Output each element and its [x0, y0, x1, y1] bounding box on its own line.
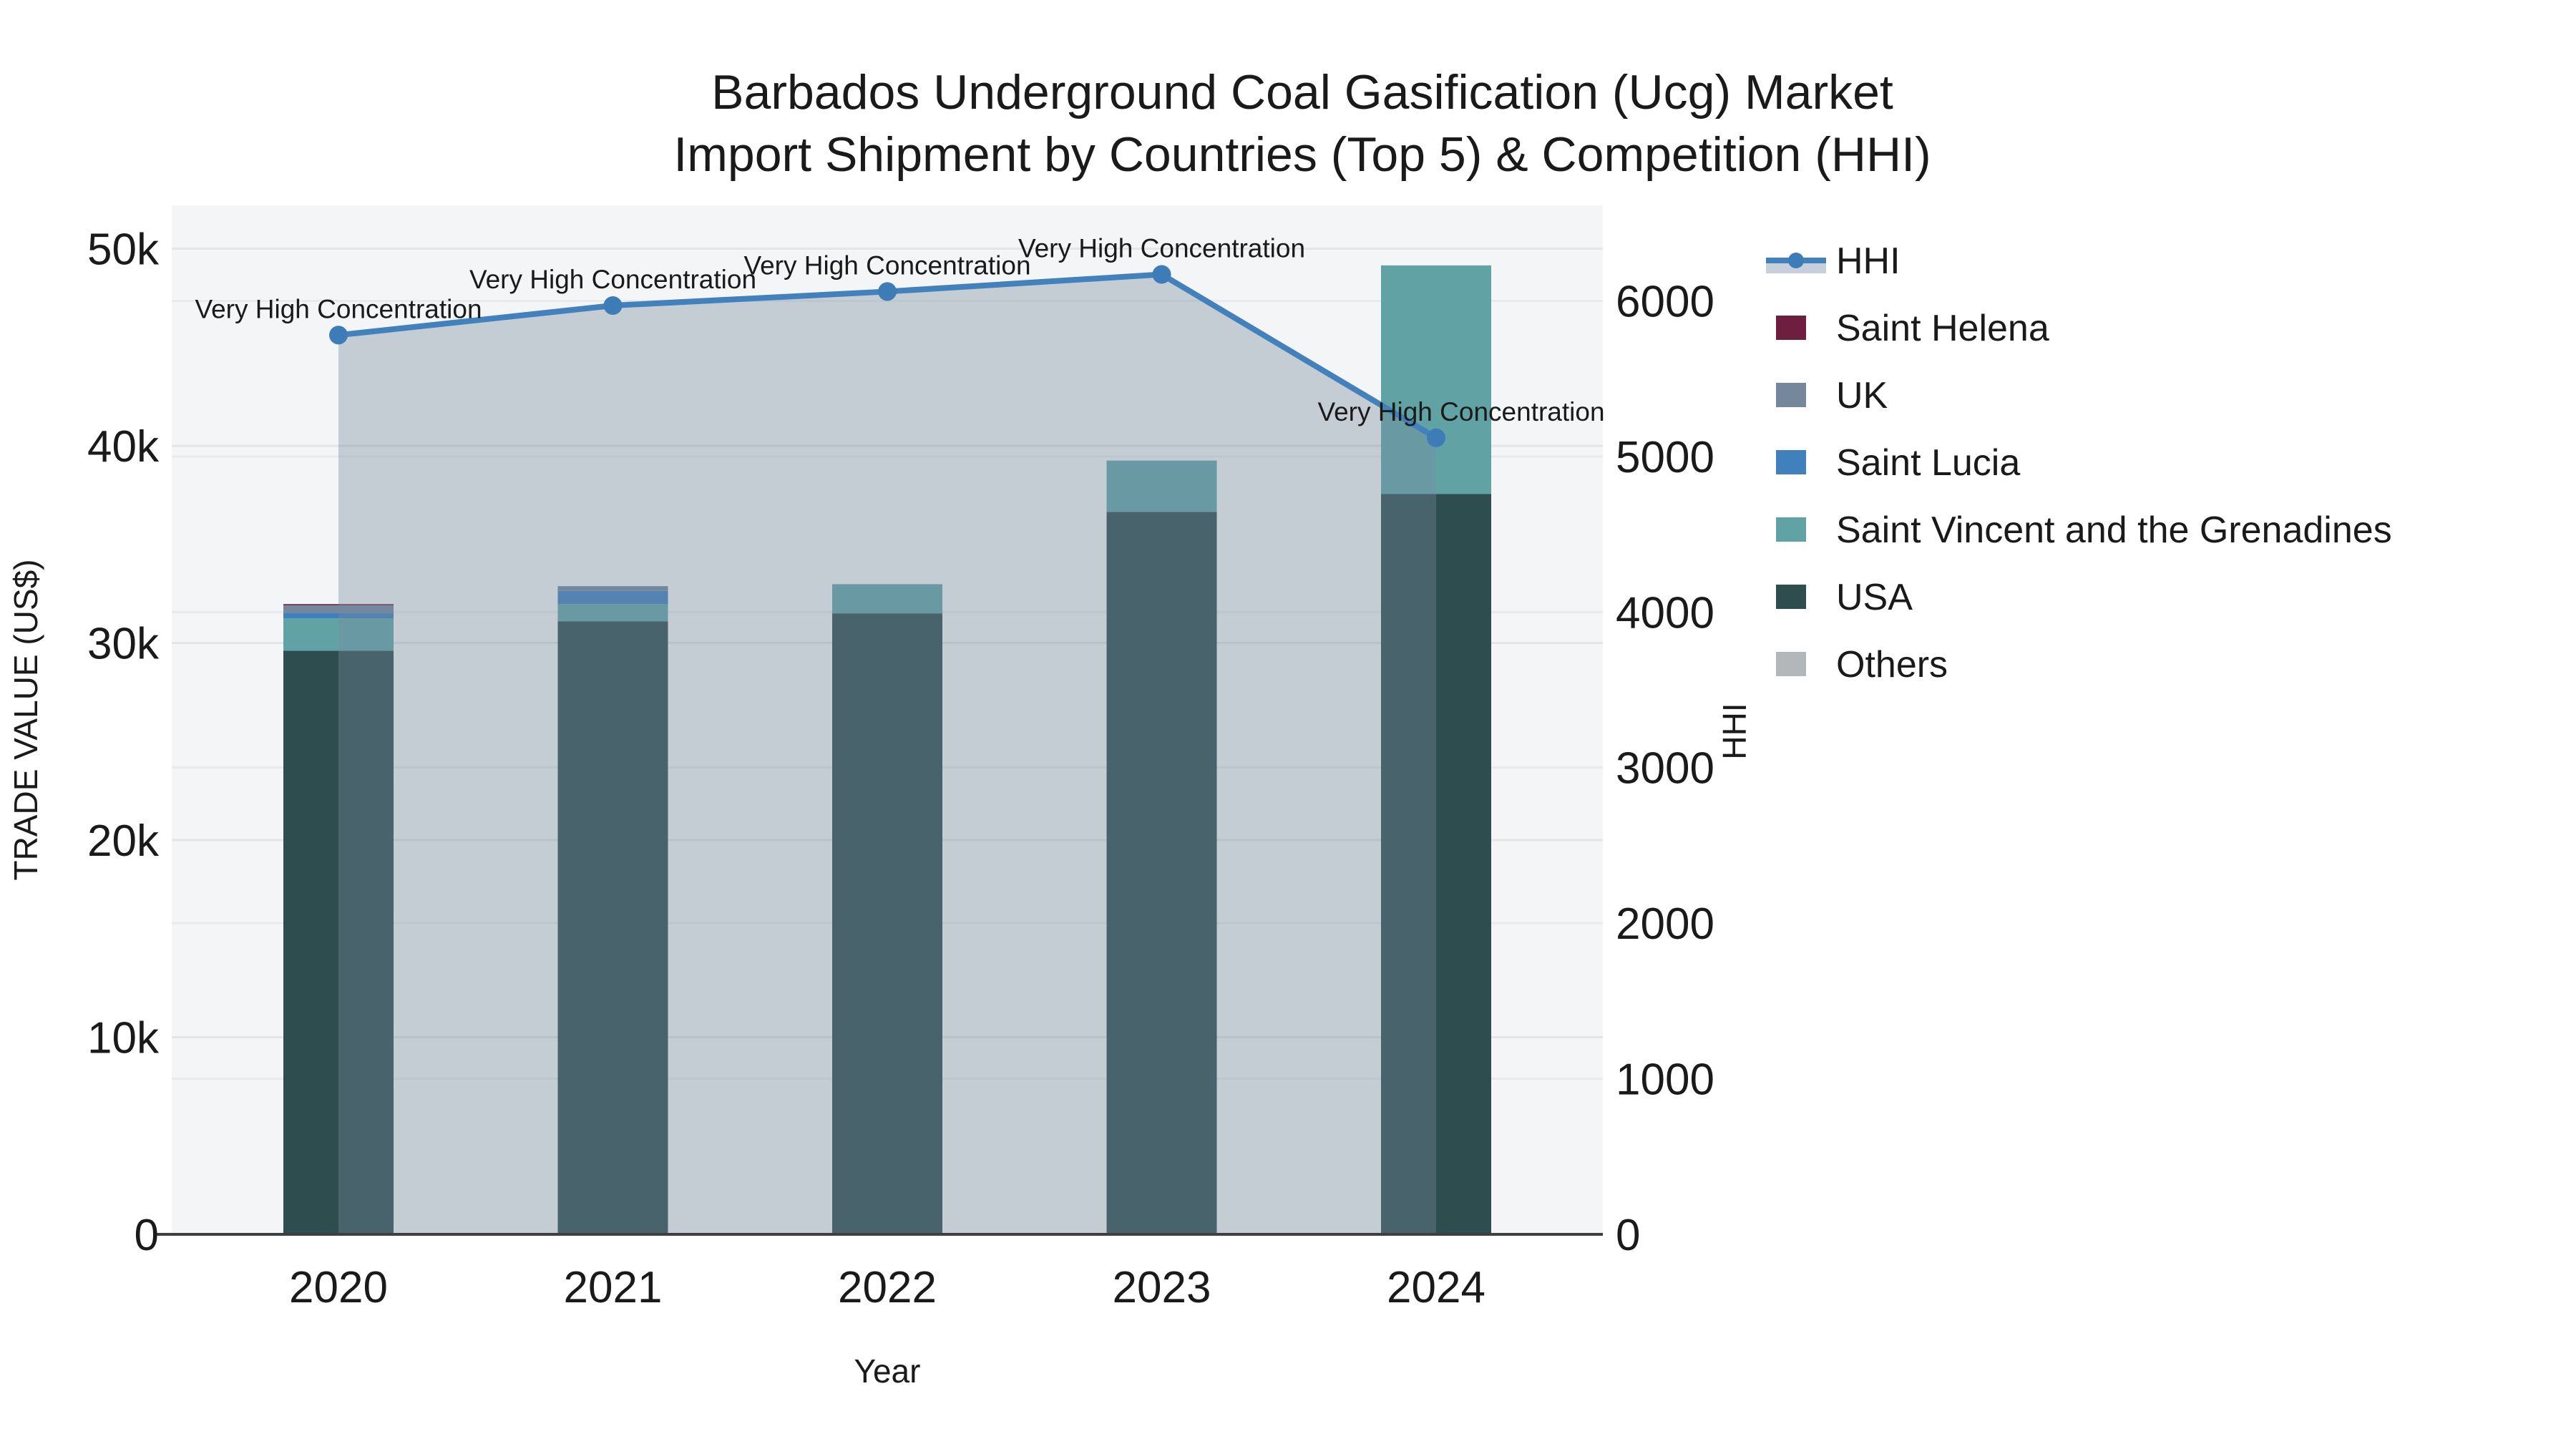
x-tick-2021: 2021	[564, 1263, 663, 1312]
chart-title-line2: Import Shipment by Countries (Top 5) & C…	[673, 127, 1931, 182]
legend-label: HHI	[1836, 240, 1901, 282]
bar-segment-usa	[832, 613, 942, 1234]
bar-segment-saint-helena	[283, 604, 394, 605]
hhi-marker-2020	[329, 326, 348, 345]
annotation-2022: Very High Concentration	[743, 250, 1030, 280]
bar-segment-uk	[557, 586, 668, 591]
bar-segment-usa	[557, 621, 668, 1234]
hhi-area-fill	[338, 274, 1436, 1235]
hhi-area-polygon	[338, 274, 1436, 1235]
y-right-tick-2000: 2000	[1616, 899, 1714, 949]
annotation-2024: Very High Concentration	[1317, 397, 1604, 426]
y-right-tick-1000: 1000	[1616, 1055, 1714, 1105]
legend-color-swatch	[1776, 450, 1806, 474]
chart-title-line1: Barbados Underground Coal Gasification (…	[711, 65, 1893, 119]
hhi-line-series	[329, 265, 1445, 447]
legend-color-swatch	[1776, 585, 1806, 609]
annotation-2023: Very High Concentration	[1018, 234, 1305, 263]
hhi-marker-2024	[1427, 428, 1445, 447]
bar-segment-saint-lucia	[557, 590, 668, 605]
bar-segment-saint-vincent-and-the-grenadines	[1106, 460, 1217, 512]
legend-color-swatch	[1776, 517, 1806, 542]
y-left-tick-10k: 10k	[87, 1014, 160, 1063]
legend-label: Others	[1836, 644, 1948, 686]
legend-label: USA	[1836, 577, 1913, 618]
y-right-axis-title: HHI	[1716, 703, 1753, 759]
legend-label: Saint Helena	[1836, 308, 2049, 349]
legend: HHI Saint Helena UK Saint Lucia Saint Vincen…	[1766, 240, 2392, 686]
legend-item-usa[interactable]: USA	[1776, 577, 1913, 618]
stacked-bars	[283, 265, 1491, 1234]
y-right-tick-4000: 4000	[1616, 588, 1714, 638]
legend-label: UK	[1836, 375, 1888, 416]
y-right-tick-5000: 5000	[1616, 433, 1714, 482]
legend-item-others[interactable]: Others	[1776, 644, 1948, 686]
y-left-axis-title: TRADE VALUE (US$)	[7, 559, 44, 880]
x-tick-2022: 2022	[838, 1263, 937, 1312]
bar-segment-saint-vincent-and-the-grenadines	[1381, 265, 1491, 494]
hhi-marker-2022	[878, 282, 897, 301]
legend-item-saint-lucia[interactable]: Saint Lucia	[1776, 442, 2020, 484]
y-left-tick-50k: 50k	[87, 225, 160, 275]
legend-item-saint-helena[interactable]: Saint Helena	[1776, 308, 2049, 349]
bar-segment-usa	[283, 650, 394, 1234]
y-left-tick-20k: 20k	[87, 816, 160, 866]
legend-label: Saint Vincent and the Grenadines	[1836, 509, 2392, 551]
legend-item-hhi[interactable]: HHI	[1766, 240, 1901, 282]
y-right-tick-3000: 3000	[1616, 744, 1714, 794]
legend-hhi-marker-swatch	[1788, 253, 1804, 268]
y-left-tick-30k: 30k	[87, 620, 160, 669]
tick-labels: 0 10k 20k 30k 40k 50k 0 1000 2000 3000 4000 5000 600…	[87, 225, 1714, 1313]
y-right-tick-6000: 6000	[1616, 277, 1714, 326]
x-tick-2024: 2024	[1387, 1263, 1485, 1312]
legend-item-saint-vincent-and-the-grenadines[interactable]: Saint Vincent and the Grenadines	[1776, 509, 2392, 551]
hhi-marker-2021	[603, 296, 623, 316]
y-left-tick-0: 0	[135, 1211, 159, 1260]
legend-color-swatch	[1776, 652, 1806, 676]
x-tick-2020: 2020	[289, 1263, 388, 1312]
y-left-tick-40k: 40k	[87, 422, 160, 472]
bar-segment-saint-vincent-and-the-grenadines	[283, 618, 394, 651]
x-axis-title: Year	[854, 1352, 921, 1390]
x-tick-2023: 2023	[1113, 1263, 1211, 1312]
bar-segment-uk	[283, 605, 394, 613]
bar-segment-usa	[1381, 494, 1491, 1234]
hhi-marker-2023	[1152, 265, 1171, 284]
annotation-2020: Very High Concentration	[195, 294, 482, 323]
bar-segment-usa	[1106, 512, 1217, 1234]
bar-segment-saint-lucia	[283, 613, 394, 619]
legend-item-uk[interactable]: UK	[1776, 375, 1888, 416]
annotation-2021: Very High Concentration	[469, 265, 756, 294]
legend-color-swatch	[1776, 383, 1806, 407]
legend-color-swatch	[1776, 316, 1806, 340]
bar-segment-saint-vincent-and-the-grenadines	[832, 584, 942, 614]
bar-segment-saint-vincent-and-the-grenadines	[557, 604, 668, 622]
y-right-tick-0: 0	[1616, 1211, 1640, 1260]
legend-label: Saint Lucia	[1836, 442, 2020, 484]
